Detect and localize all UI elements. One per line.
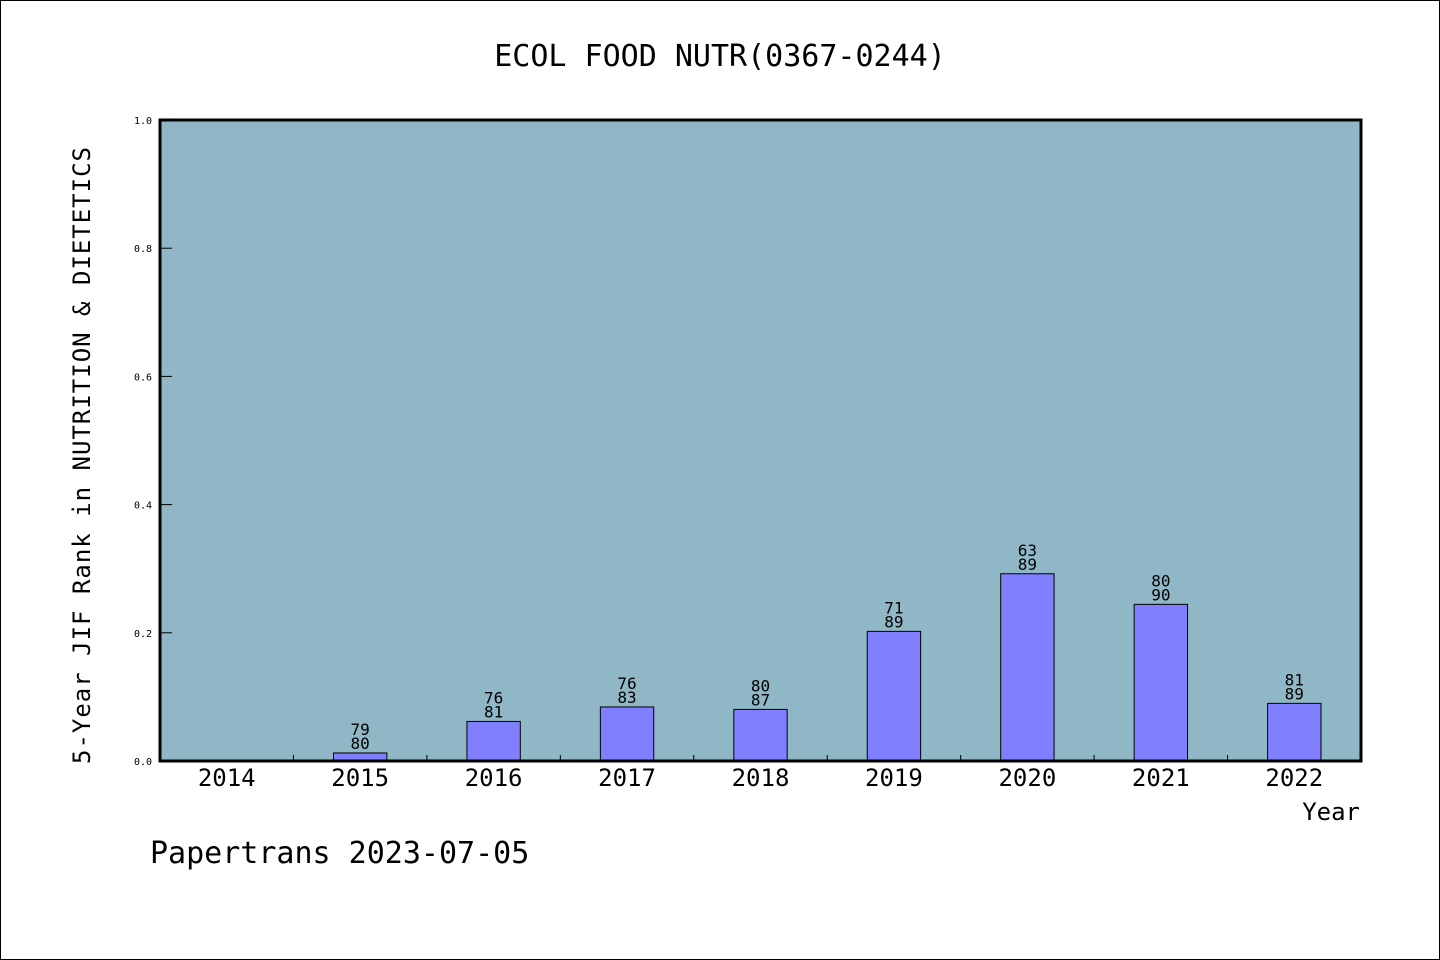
x-tick-label: 2019 — [865, 764, 923, 792]
x-tick-label: 2015 — [331, 764, 389, 792]
y-tick-label: 0.4 — [134, 501, 152, 512]
bar-label-rank: 76 — [484, 688, 503, 707]
x-tick-label: 2020 — [998, 764, 1056, 792]
y-tick-label: 0.6 — [134, 372, 152, 383]
y-tick-label: 0.2 — [134, 629, 152, 640]
bar-label-rank: 63 — [1018, 541, 1037, 560]
bar — [1267, 702, 1322, 762]
bar — [1000, 573, 1055, 762]
x-tick-label: 2021 — [1132, 764, 1190, 792]
ticks-group: 0.0 0.2 0.4 0.6 0.8 1.0 2014 2015 2016 2017 2018 20… — [134, 116, 1323, 792]
bar-label-total: 89 — [1285, 684, 1304, 703]
bar-label-rank: 81 — [1285, 670, 1304, 689]
y-axis-label: 5-Year JIF Rank in NUTRITION & DIETETICS — [68, 146, 96, 764]
x-tick-label: 2014 — [198, 764, 256, 792]
bar-label-total: 80 — [351, 734, 370, 753]
bar-label-rank: 80 — [751, 676, 770, 695]
bar-label-total: 87 — [751, 690, 770, 709]
x-tick-label: 2022 — [1265, 764, 1323, 792]
bar-label-total: 89 — [1018, 555, 1037, 574]
bar — [599, 706, 655, 762]
x-tick-label: 2016 — [465, 764, 523, 792]
bar-label-total: 81 — [484, 702, 503, 721]
bar — [466, 720, 521, 762]
chart-title: ECOL FOOD NUTR(0367-0244) — [494, 39, 946, 74]
bar — [866, 630, 922, 762]
x-axis-label: Year — [1302, 798, 1360, 826]
bar-label-rank: 80 — [1151, 571, 1170, 590]
bar-label-total: 83 — [617, 688, 636, 707]
bar — [1133, 603, 1189, 762]
bar — [733, 708, 788, 762]
plot-border — [158, 118, 1363, 763]
x-tick-label: 2018 — [732, 764, 790, 792]
bar-label-total: 90 — [1151, 585, 1170, 604]
y-tick-label: 0.0 — [134, 757, 152, 768]
bar-label-total: 89 — [884, 612, 903, 631]
bar-label-rank: 79 — [351, 720, 370, 739]
bar-label-rank: 76 — [617, 674, 636, 693]
y-tick-label: 1.0 — [134, 116, 152, 127]
bar-label-rank: 71 — [884, 598, 903, 617]
x-tick-label: 2017 — [598, 764, 656, 792]
y-tick-label: 0.8 — [134, 244, 152, 255]
footer-watermark: Papertrans 2023-07-05 — [150, 836, 529, 871]
